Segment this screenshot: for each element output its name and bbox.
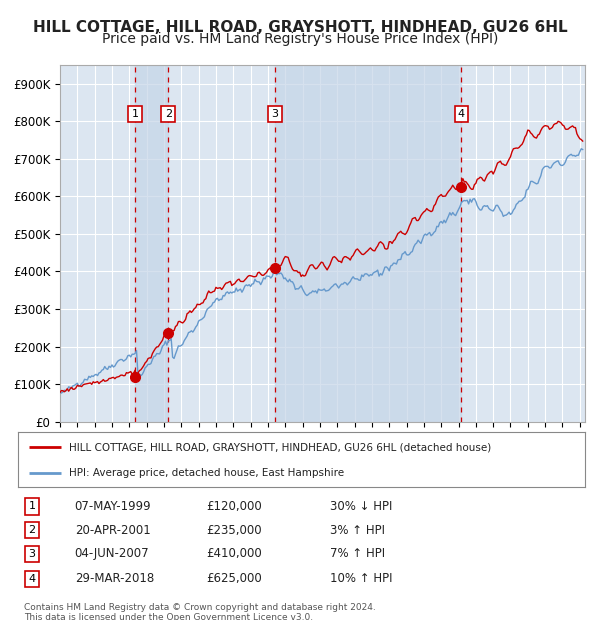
Text: 7% ↑ HPI: 7% ↑ HPI xyxy=(330,547,385,560)
Text: Price paid vs. HM Land Registry's House Price Index (HPI): Price paid vs. HM Land Registry's House … xyxy=(102,32,498,46)
Text: 1: 1 xyxy=(29,501,35,512)
Text: £625,000: £625,000 xyxy=(206,572,262,585)
Bar xyxy=(275,65,461,422)
Text: 07-MAY-1999: 07-MAY-1999 xyxy=(75,500,151,513)
Text: 1: 1 xyxy=(131,109,139,119)
Text: 4: 4 xyxy=(29,574,36,584)
Text: £235,000: £235,000 xyxy=(206,524,262,536)
Text: 3% ↑ HPI: 3% ↑ HPI xyxy=(330,524,385,536)
Text: 30% ↓ HPI: 30% ↓ HPI xyxy=(330,500,392,513)
Text: 20-APR-2001: 20-APR-2001 xyxy=(75,524,151,536)
Text: 2: 2 xyxy=(29,525,36,535)
Text: 3: 3 xyxy=(29,549,35,559)
Text: HPI: Average price, detached house, East Hampshire: HPI: Average price, detached house, East… xyxy=(69,468,344,478)
Text: HILL COTTAGE, HILL ROAD, GRAYSHOTT, HINDHEAD, GU26 6HL (detached house): HILL COTTAGE, HILL ROAD, GRAYSHOTT, HIND… xyxy=(69,443,491,453)
Bar xyxy=(135,65,168,422)
Text: £410,000: £410,000 xyxy=(206,547,262,560)
Text: HILL COTTAGE, HILL ROAD, GRAYSHOTT, HINDHEAD, GU26 6HL: HILL COTTAGE, HILL ROAD, GRAYSHOTT, HIND… xyxy=(32,20,568,35)
Text: £120,000: £120,000 xyxy=(206,500,262,513)
Text: Contains HM Land Registry data © Crown copyright and database right 2024.
This d: Contains HM Land Registry data © Crown c… xyxy=(24,603,376,620)
Text: 10% ↑ HPI: 10% ↑ HPI xyxy=(330,572,392,585)
Text: 2: 2 xyxy=(165,109,172,119)
Text: 3: 3 xyxy=(272,109,278,119)
Text: 04-JUN-2007: 04-JUN-2007 xyxy=(75,547,149,560)
Text: 29-MAR-2018: 29-MAR-2018 xyxy=(75,572,154,585)
Text: 4: 4 xyxy=(458,109,465,119)
